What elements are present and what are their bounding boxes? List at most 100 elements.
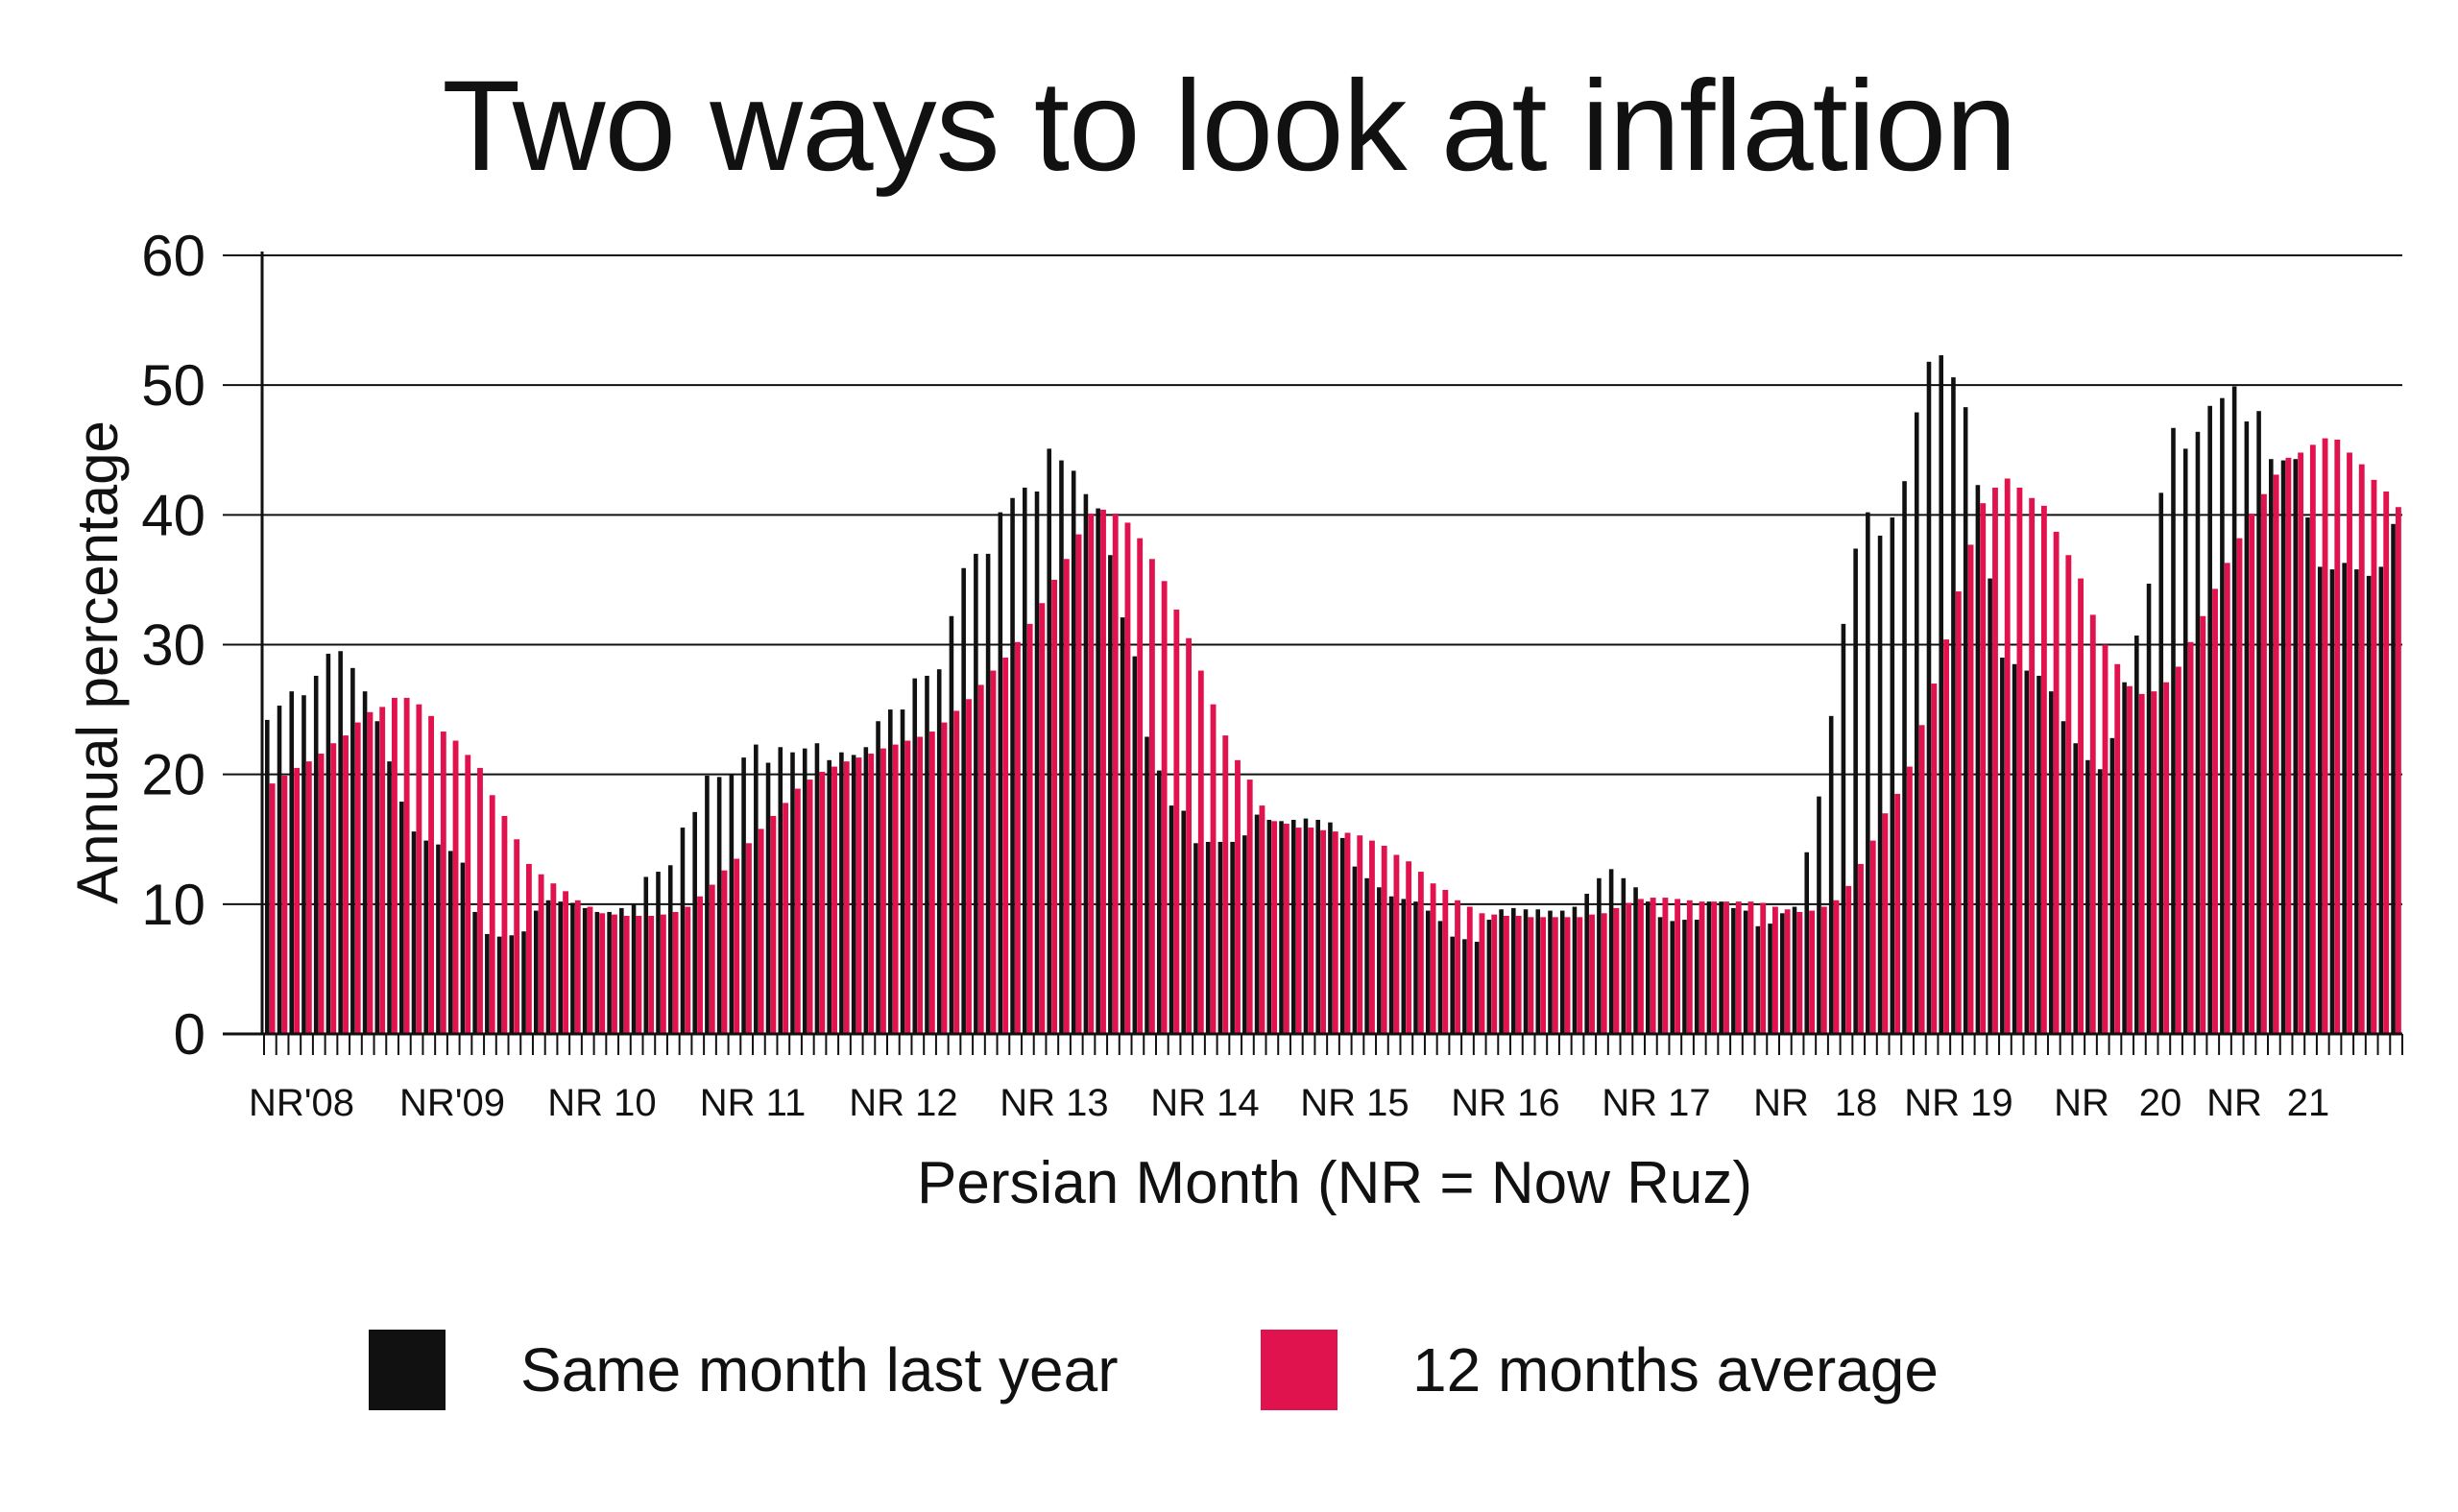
bar-same-month — [1401, 899, 1407, 1034]
bar-12-month-average — [1051, 579, 1058, 1034]
x-tick-label: NR 11 — [700, 1082, 806, 1124]
bar-12-month-average — [1515, 915, 1522, 1034]
bar-12-month-average — [2224, 563, 2230, 1034]
x-tick-label: NR 10 — [547, 1082, 656, 1124]
bar-12-month-average — [2334, 439, 2341, 1035]
bar-12-month-average — [746, 843, 752, 1034]
bar-same-month — [350, 667, 355, 1034]
bar-same-month — [936, 669, 942, 1034]
bar-12-month-average — [2396, 507, 2401, 1034]
bar-12-month-average — [843, 761, 850, 1034]
bar-12-month-average — [819, 771, 826, 1034]
bar-12-month-average — [868, 754, 875, 1034]
bar-12-month-average — [1540, 917, 1547, 1034]
bar-12-month-average — [1882, 813, 1889, 1034]
bar-same-month — [1205, 841, 1211, 1034]
bar-same-month — [1120, 617, 1125, 1034]
bar-12-month-average — [1955, 591, 1962, 1034]
bar-same-month — [1486, 920, 1492, 1034]
bar-12-month-average — [1675, 899, 1681, 1034]
bar-same-month — [447, 851, 453, 1034]
bar-same-month — [2073, 743, 2078, 1034]
bar-same-month — [656, 872, 661, 1034]
bar-same-month — [888, 709, 893, 1034]
bar-12-month-average — [1784, 909, 1791, 1034]
bar-12-month-average — [734, 858, 740, 1034]
bar-same-month — [1254, 814, 1260, 1034]
bar-12-month-average — [2383, 492, 2390, 1034]
bar-same-month — [2305, 517, 2310, 1034]
bar-12-month-average — [1026, 623, 1033, 1034]
bar-12-month-average — [330, 743, 337, 1034]
bar-12-month-average — [977, 684, 984, 1034]
bar-12-month-average — [1626, 902, 1632, 1034]
bar-12-month-average — [1124, 522, 1131, 1034]
bar-12-month-average — [1918, 725, 1925, 1034]
bar-12-month-average — [1833, 900, 1840, 1034]
bar-same-month — [1217, 841, 1223, 1034]
legend-label: 12 months average — [1412, 1335, 1939, 1404]
bar-12-month-average — [514, 839, 520, 1034]
bar-12-month-average — [1137, 538, 1144, 1034]
bar-same-month — [533, 910, 539, 1034]
bar-same-month — [1828, 715, 1834, 1034]
bar-12-month-average — [343, 735, 349, 1034]
bar-same-month — [374, 721, 380, 1034]
bar-same-month — [705, 776, 710, 1034]
bar-12-month-average — [2309, 444, 2316, 1034]
bar-same-month — [1364, 877, 1369, 1034]
bar-same-month — [436, 844, 441, 1034]
bar-same-month — [313, 675, 319, 1034]
bar-same-month — [778, 747, 783, 1034]
bar-12-month-average — [2029, 497, 2036, 1034]
bar-12-month-average — [758, 828, 764, 1034]
bar-same-month — [1352, 866, 1358, 1034]
y-tick-label: 50 — [141, 353, 205, 418]
bar-same-month — [1010, 497, 1015, 1034]
bar-12-month-average — [1014, 641, 1021, 1034]
bar-12-month-average — [672, 911, 679, 1034]
bar-12-month-average — [1662, 898, 1669, 1034]
bar-12-month-average — [2273, 474, 2279, 1035]
bar-12-month-average — [538, 874, 544, 1034]
x-tick-label: NR'09 — [399, 1082, 505, 1124]
bar-12-month-average — [721, 870, 728, 1034]
bar-same-month — [1902, 481, 1907, 1034]
bar-same-month — [1559, 910, 1565, 1034]
gridlines — [223, 254, 2402, 905]
bar-12-month-average — [501, 815, 508, 1034]
bar-same-month — [1804, 852, 1810, 1034]
bar-12-month-average — [1760, 902, 1767, 1034]
bar-same-month — [790, 752, 795, 1034]
bar-same-month — [1792, 906, 1797, 1034]
x-tick-label: NR 14 — [1150, 1082, 1259, 1124]
bar-same-month — [2207, 405, 2212, 1034]
bar-12-month-average — [367, 711, 374, 1034]
bar-12-month-average — [1747, 901, 1754, 1034]
bar-same-month — [423, 840, 429, 1034]
bar-same-month — [1181, 810, 1187, 1034]
bar-same-month — [998, 512, 1003, 1034]
bar-12-month-average — [966, 699, 972, 1034]
bar-same-month — [1156, 770, 1162, 1034]
bar-same-month — [1059, 460, 1064, 1034]
y-tick-label: 30 — [141, 613, 205, 678]
bar-12-month-average — [1100, 509, 1106, 1034]
bar-12-month-average — [1406, 861, 1412, 1034]
bar-same-month — [521, 931, 526, 1034]
bar-12-month-average — [1699, 901, 1705, 1034]
bar-same-month — [1572, 906, 1578, 1034]
bar-same-month — [1108, 555, 1113, 1034]
bar-12-month-average — [1075, 534, 1082, 1034]
bar-same-month — [1890, 517, 1895, 1034]
bar-same-month — [680, 828, 686, 1034]
bar-12-month-average — [1552, 917, 1558, 1034]
bar-same-month — [900, 709, 905, 1034]
bar-12-month-average — [1931, 684, 1938, 1034]
bar-12-month-average — [831, 766, 837, 1034]
bar-same-month — [2097, 769, 2103, 1034]
bar-same-month — [1145, 736, 1149, 1034]
bar-same-month — [814, 743, 820, 1034]
bar-12-month-average — [2089, 614, 2096, 1034]
